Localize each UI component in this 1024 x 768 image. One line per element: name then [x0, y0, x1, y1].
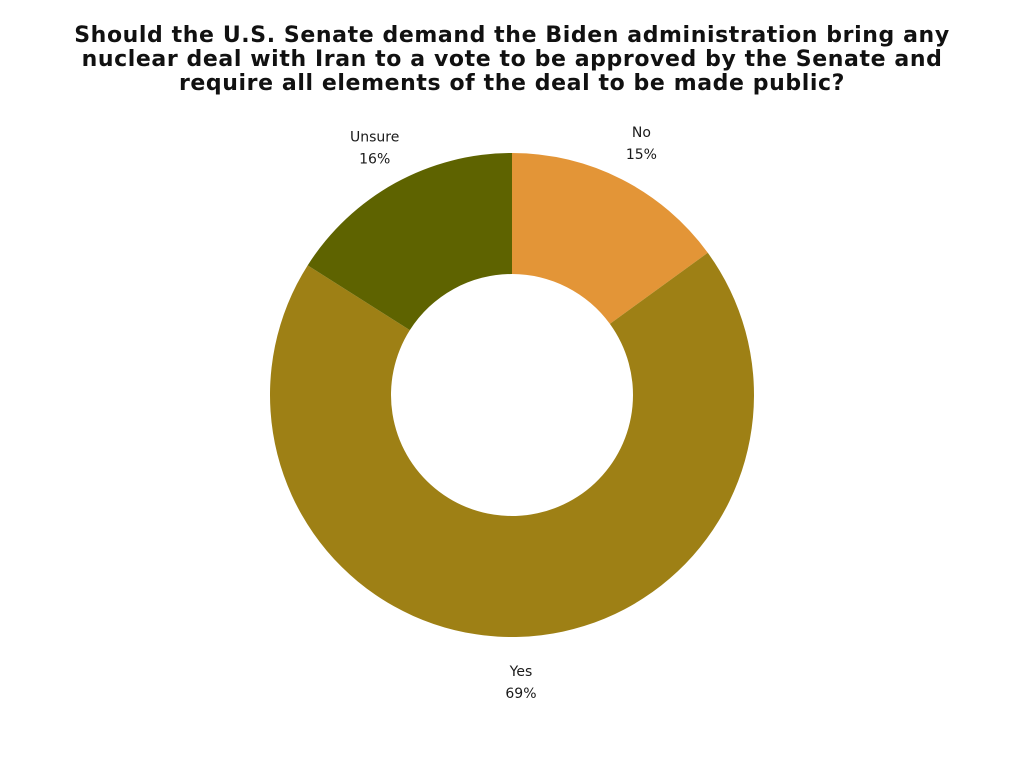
chart-title-line-3: require all elements of the deal to be m… — [178, 71, 846, 96]
slice-label-no: No — [632, 125, 651, 141]
chart-title-line-1: Should the U.S. Senate demand the Biden … — [74, 23, 950, 48]
slice-value-no: 15% — [626, 147, 657, 163]
slice-labels: No 15% Yes 69% Unsure 16% — [350, 125, 657, 702]
chart-title-line-2: nuclear deal with Iran to a vote to be a… — [81, 47, 943, 72]
slice-label-unsure: Unsure — [350, 129, 399, 145]
slice-no — [512, 153, 708, 324]
chart-title: Should the U.S. Senate demand the Biden … — [0, 24, 1024, 96]
slice-value-unsure: 16% — [359, 151, 390, 167]
slice-unsure — [307, 153, 512, 331]
slice-yes — [269, 252, 754, 637]
donut-slices — [269, 153, 754, 637]
slice-value-yes: 69% — [505, 686, 536, 702]
slice-label-yes: Yes — [509, 664, 533, 680]
